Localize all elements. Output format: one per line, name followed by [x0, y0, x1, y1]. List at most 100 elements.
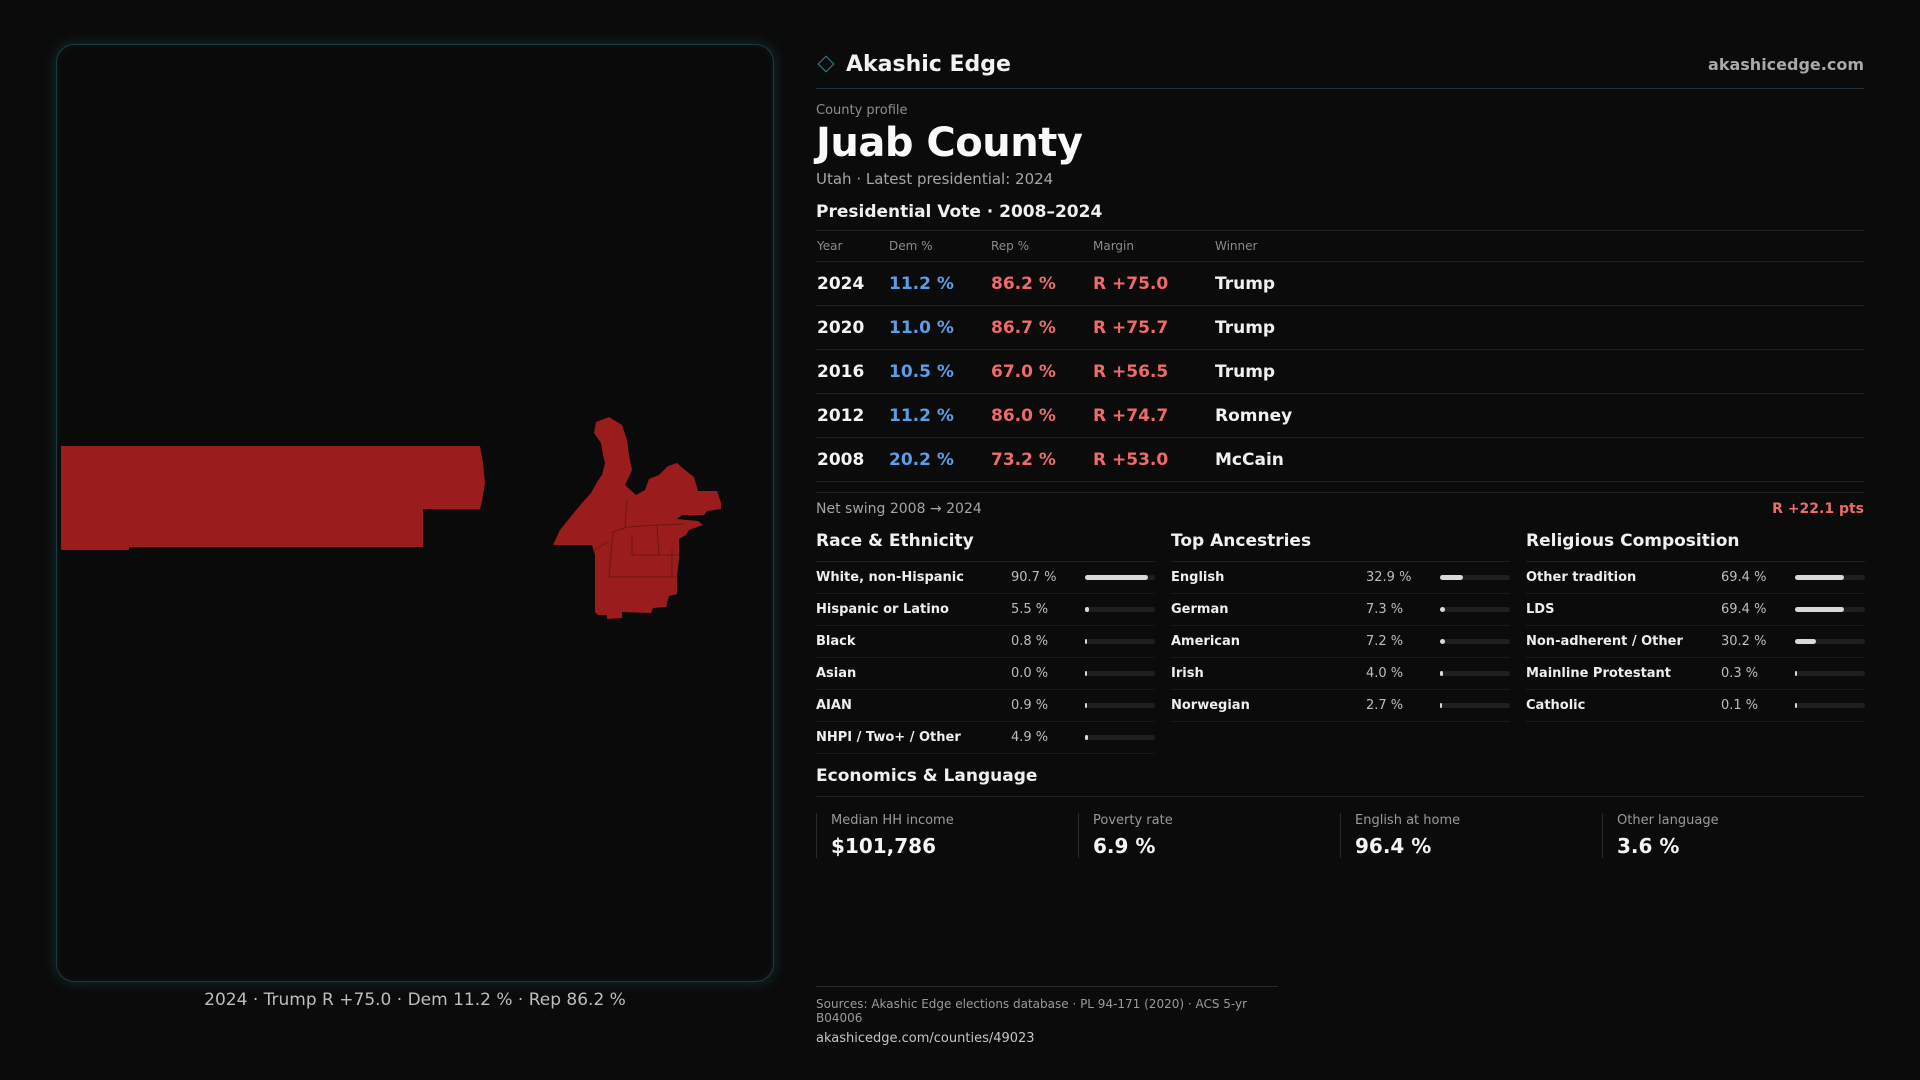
econ-cell-poverty: Poverty rate 6.9 % — [1078, 813, 1340, 858]
map-caption: 2024 · Trump R +75.0 · Dem 11.2 % · Rep … — [204, 990, 626, 1010]
stat-value: 69.4 % — [1721, 570, 1767, 585]
vote-table-header: Year Dem % Rep % Margin Winner — [816, 231, 1864, 262]
stat-value: 69.4 % — [1721, 602, 1767, 617]
stat-bar-fill — [1440, 703, 1443, 708]
economics-title: Economics & Language — [816, 766, 1864, 797]
econ-label: Median HH income — [831, 813, 954, 828]
stat-value: 0.3 % — [1721, 666, 1759, 681]
ancestry-title: Top Ancestries — [1171, 531, 1510, 562]
dem-cell: 11.2 % — [888, 261, 990, 306]
table-row: 2020 11.0 % 86.7 % R +75.7 Trump — [816, 305, 1864, 350]
stat-value: 0.1 % — [1721, 698, 1759, 713]
stat-bar-fill — [1085, 671, 1087, 676]
stat-value: 7.2 % — [1366, 634, 1404, 649]
ancestry-section: Top Ancestries English 32.9 % German 7.3 % A… — [1171, 531, 1510, 754]
stat-label: Mainline Protestant — [1526, 666, 1672, 681]
econ-label: Other language — [1617, 813, 1719, 828]
sources-link[interactable]: akashicedge.com/counties/49023 — [816, 1031, 1035, 1046]
county-subdivision-lines — [592, 498, 685, 578]
dem-cell: 20.2 % — [888, 437, 990, 482]
county-shape-west — [61, 446, 485, 550]
list-item: AIAN 0.9 % — [816, 690, 1155, 722]
economics-row: Median HH income $101,786 Poverty rate 6… — [816, 813, 1864, 858]
winner-cell: Trump — [1214, 349, 1864, 394]
econ-value: 3.6 % — [1617, 834, 1680, 858]
stat-value: 0.8 % — [1011, 634, 1049, 649]
econ-value: 6.9 % — [1093, 834, 1156, 858]
econ-value: $101,786 — [831, 834, 937, 858]
page-subtitle: Utah · Latest presidential: 2024 — [816, 170, 1054, 188]
stat-label: Non-adherent / Other — [1526, 634, 1683, 649]
list-item: Catholic 0.1 % — [1526, 690, 1865, 722]
margin-cell: R +75.7 — [1092, 305, 1214, 350]
stat-label: American — [1171, 634, 1241, 649]
stat-label: Asian — [816, 666, 857, 681]
stat-bar-fill — [1085, 575, 1149, 580]
list-item: English 32.9 % — [1171, 562, 1510, 594]
rep-cell: 86.0 % — [990, 393, 1092, 438]
year-cell: 2016 — [816, 349, 888, 394]
stat-value: 7.3 % — [1366, 602, 1404, 617]
dem-cell: 11.2 % — [888, 393, 990, 438]
stat-bar-track — [1085, 703, 1155, 708]
stat-bar-track — [1795, 639, 1865, 644]
margin-cell: R +56.5 — [1092, 349, 1214, 394]
stat-label: Hispanic or Latino — [816, 602, 949, 617]
table-row: 2016 10.5 % 67.0 % R +56.5 Trump — [816, 349, 1864, 394]
dem-cell: 11.0 % — [888, 305, 990, 350]
list-item: Irish 4.0 % — [1171, 658, 1510, 690]
page-title: Juab County — [816, 120, 1083, 166]
stat-bar-track — [1795, 703, 1865, 708]
stat-bar-track — [1440, 575, 1510, 580]
header: Akashic Edge akashicedge.com — [816, 44, 1864, 89]
col-rep: Rep % — [990, 231, 1092, 262]
list-item: White, non-Hispanic 90.7 % — [816, 562, 1155, 594]
col-dem: Dem % — [888, 231, 990, 262]
stat-bar-fill — [1440, 671, 1443, 676]
sources-footer: Sources: Akashic Edge elections database… — [816, 986, 1278, 1046]
swing-label: Net swing 2008 → 2024 — [816, 501, 982, 517]
rep-cell: 67.0 % — [990, 349, 1092, 394]
year-cell: 2008 — [816, 437, 888, 482]
race-section: Race & Ethnicity White, non-Hispanic 90.7… — [816, 531, 1155, 754]
list-item: Asian 0.0 % — [816, 658, 1155, 690]
list-item: American 7.2 % — [1171, 626, 1510, 658]
vote-table: Year Dem % Rep % Margin Winner 2024 11.2… — [816, 231, 1864, 482]
econ-cell-income: Median HH income $101,786 — [816, 813, 1078, 858]
col-winner: Winner — [1214, 231, 1864, 262]
winner-cell: McCain — [1214, 437, 1864, 482]
rep-cell: 86.2 % — [990, 261, 1092, 306]
rep-cell: 86.7 % — [990, 305, 1092, 350]
econ-label: English at home — [1355, 813, 1461, 828]
profile-panel: Akashic Edge akashicedge.com County prof… — [816, 44, 1865, 858]
year-cell: 2024 — [816, 261, 888, 306]
stat-value: 4.0 % — [1366, 666, 1404, 681]
stat-bar-fill — [1440, 607, 1446, 612]
stat-bar-fill — [1440, 639, 1446, 644]
stat-bar-track — [1440, 703, 1510, 708]
stat-label: AIAN — [816, 698, 852, 713]
stat-value: 5.5 % — [1011, 602, 1049, 617]
site-url[interactable]: akashicedge.com — [1708, 54, 1864, 74]
econ-cell-english: English at home 96.4 % — [1340, 813, 1602, 858]
list-item: Hispanic or Latino 5.5 % — [816, 594, 1155, 626]
stat-bar-fill — [1085, 735, 1089, 740]
demographics: Race & Ethnicity White, non-Hispanic 90.7… — [816, 531, 1865, 754]
winner-cell: Trump — [1214, 305, 1864, 350]
stat-bar-fill — [1085, 639, 1088, 644]
econ-value: 96.4 % — [1355, 834, 1432, 858]
stat-value: 30.2 % — [1721, 634, 1767, 649]
stat-bar-track — [1795, 607, 1865, 612]
econ-cell-other-language: Other language 3.6 % — [1602, 813, 1864, 858]
table-row: 2024 11.2 % 86.2 % R +75.0 Trump — [816, 261, 1864, 306]
stat-value: 2.7 % — [1366, 698, 1404, 713]
swing-value: R +22.1 pts — [1772, 501, 1864, 517]
stat-bar-track — [1085, 607, 1155, 612]
stat-bar-track — [1085, 671, 1155, 676]
brand[interactable]: Akashic Edge — [816, 52, 1011, 77]
stat-label: Black — [816, 634, 856, 649]
stat-bar-fill — [1085, 607, 1089, 612]
econ-label: Poverty rate — [1093, 813, 1173, 828]
stat-bar-track — [1085, 575, 1155, 580]
stat-bar-track — [1085, 735, 1155, 740]
